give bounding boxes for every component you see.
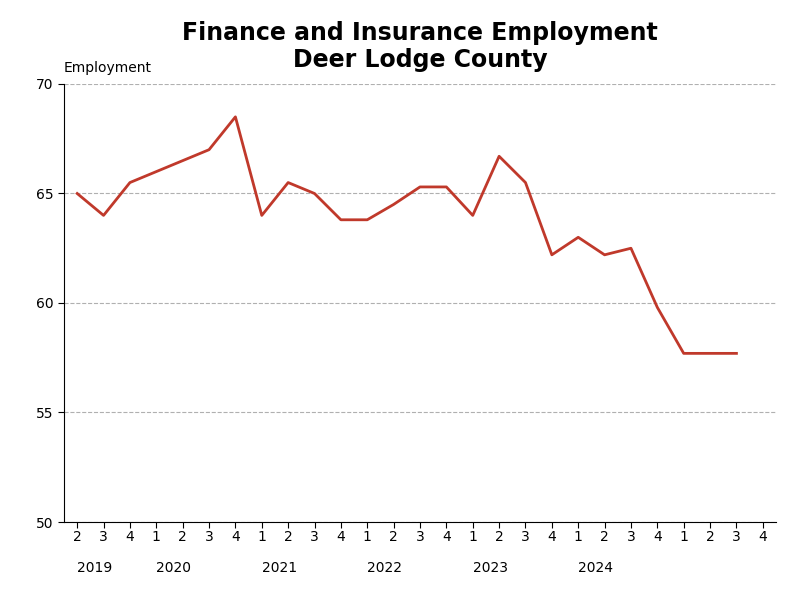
Text: 2019: 2019 — [77, 561, 113, 575]
Text: 2021: 2021 — [262, 561, 297, 575]
Text: 2023: 2023 — [473, 561, 508, 575]
Text: 2020: 2020 — [156, 561, 191, 575]
Text: Employment: Employment — [64, 61, 152, 75]
Text: 2024: 2024 — [578, 561, 614, 575]
Text: 2022: 2022 — [367, 561, 402, 575]
Title: Finance and Insurance Employment
Deer Lodge County: Finance and Insurance Employment Deer Lo… — [182, 20, 658, 73]
